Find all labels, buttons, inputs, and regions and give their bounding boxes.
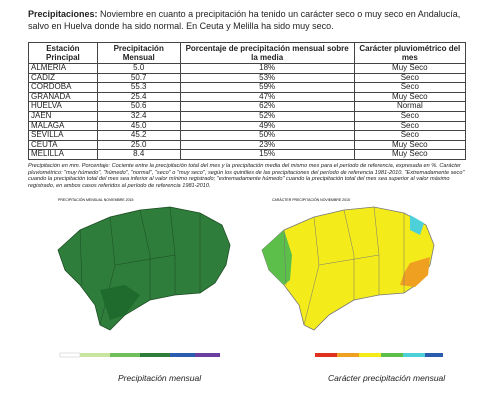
table-row: CORDOBA 55.3 59% Seco (28, 82, 467, 93)
intro-label: Precipitaciones: (28, 9, 98, 19)
map-left: PRECIPITACIÓN MENSUAL NOVIEMBRE 2015 (57, 197, 231, 358)
table-cell: 45.2 (96, 130, 181, 141)
color-bar (59, 352, 220, 358)
table-cell: 50% (179, 130, 355, 141)
intro-text: Noviembre en cuanto a precipitación ha t… (28, 9, 461, 31)
province-lines (283, 206, 405, 326)
table-cell: CORDOBA (28, 82, 98, 93)
table-cell: MELILLA (28, 149, 98, 160)
table-cell: Muy Seco (353, 63, 467, 74)
footnote: Precipitación en mm. Porcentaje: Cocient… (28, 163, 465, 189)
table-row: ALMERIA 5.0 18% Muy Seco (28, 63, 467, 74)
map-right: CARÁCTER PRECIPITACIÓN NOVIEMBRE 2015 (261, 197, 443, 357)
table-cell: 8.4 (96, 149, 181, 160)
map-title: PRECIPITACIÓN MENSUAL NOVIEMBRE 2015 (58, 197, 134, 202)
table: Estación Principal Precipitación Mensual P… (28, 42, 467, 160)
table-cell: 5.0 (96, 63, 181, 74)
table-cell: Seco (353, 110, 467, 122)
table-row: JAEN 32.4 52% Seco (28, 110, 467, 122)
header-cell: Porcentaje de precipitación mensual sobr… (179, 42, 355, 64)
table-cell: JAEN (28, 110, 98, 122)
table-cell: 32.4 (96, 110, 181, 122)
region (410, 215, 424, 235)
header-cell: Estación Principal (28, 42, 98, 64)
table-row: MELILLA 8.4 15% Muy Seco (28, 149, 467, 160)
region (261, 206, 435, 331)
table-cell: 52% (179, 110, 355, 122)
table-row: SEVILLA 45.2 50% Seco (28, 130, 467, 141)
map-caption: Precipitación mensual (118, 373, 202, 383)
table-cell: 15% (179, 149, 355, 160)
region (100, 285, 140, 320)
intro: Precipitaciones: Noviembre en cuanto a p… (28, 8, 468, 32)
region (57, 206, 231, 331)
table-cell: Muy Seco (353, 149, 467, 160)
table-cell: 18% (179, 63, 355, 74)
province-lines (79, 206, 201, 326)
maps: PRECIPITACIÓN MENSUAL NOVIEMBRE 2015 CAR… (57, 197, 443, 358)
map-caption: Carácter precipitación mensual (328, 373, 446, 383)
table-row: CADIZ 50.7 53% Seco (28, 72, 467, 84)
table-cell: ALMERIA (28, 63, 98, 74)
color-bar (315, 353, 443, 357)
table-cell: 55.3 (96, 82, 181, 93)
table-cell: Seco (353, 130, 467, 141)
table-row: MALAGA 45.0 49% Seco (28, 120, 467, 132)
table-cell: SEVILLA (28, 130, 98, 141)
table-cell: Seco (353, 82, 467, 93)
header-cell: Precipitación Mensual (96, 42, 181, 64)
map-title: CARÁCTER PRECIPITACIÓN NOVIEMBRE 2015 (272, 197, 350, 202)
header-cell: Carácter pluviométrico del mes (353, 42, 467, 64)
table-cell: 59% (179, 82, 355, 93)
table-row: HUELVA 50.6 62% Normal (28, 101, 467, 112)
header-row: Estación Principal Precipitación Mensual P… (28, 42, 467, 64)
region (400, 257, 430, 287)
table-body: ALMERIA 5.0 18% Muy Seco CADIZ 50.7 53% Seco COR… (28, 63, 467, 160)
